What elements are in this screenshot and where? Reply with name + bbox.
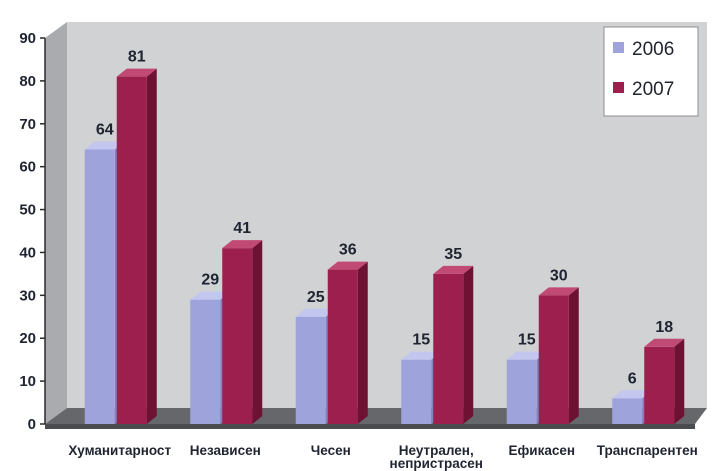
bar-2007-5 xyxy=(644,338,685,424)
y-tick-label: 40 xyxy=(19,244,36,261)
y-tick-label: 30 xyxy=(19,287,36,304)
value-label-2007-3: 35 xyxy=(444,246,462,263)
labels: 64 81 Хуманитарност 29 41 Независен 25 36 Чесен 1… xyxy=(68,49,697,471)
legend-label-2007: 2007 xyxy=(632,79,674,100)
value-label-2006-5: 6 xyxy=(628,370,637,387)
bar-2007-1 xyxy=(222,240,263,424)
y-axis: 0 10 20 30 40 50 60 70 80 90 xyxy=(19,30,46,433)
value-label-2007-1: 41 xyxy=(233,220,251,237)
bar-2007-3 xyxy=(433,265,474,424)
value-label-2007-4: 30 xyxy=(550,267,568,284)
value-label-2007-2: 36 xyxy=(339,242,357,259)
category-label-3: Неутрален, непристрасен xyxy=(390,443,483,471)
value-label-2006-0: 64 xyxy=(96,122,114,139)
bars xyxy=(84,68,685,424)
y-tick-label: 0 xyxy=(28,416,36,433)
category-label-4: Ефикасен xyxy=(508,443,575,458)
side-wall xyxy=(45,22,67,424)
value-label-2006-1: 29 xyxy=(201,272,219,289)
value-label-2006-2: 25 xyxy=(307,289,325,306)
bar-2007-4 xyxy=(538,287,579,424)
legend-label-2006: 2006 xyxy=(632,39,674,60)
y-tick-label: 80 xyxy=(19,73,36,90)
bar-2007-2 xyxy=(327,261,368,424)
category-label-5: Транспарентен xyxy=(597,443,698,458)
y-tick-label: 60 xyxy=(19,159,36,176)
legend-swatch-2007 xyxy=(613,82,624,93)
value-label-2006-4: 15 xyxy=(518,332,536,349)
y-tick-label: 70 xyxy=(19,116,36,133)
value-label-2007-0: 81 xyxy=(128,49,146,66)
y-tick-label: 10 xyxy=(19,373,36,390)
bar-2007-0 xyxy=(116,68,157,424)
value-label-2007-5: 18 xyxy=(655,319,673,336)
legend-swatch-2006 xyxy=(613,42,624,53)
y-tick-label: 20 xyxy=(19,330,36,347)
y-tick-label: 50 xyxy=(19,202,36,219)
category-label-2: Чесен xyxy=(311,443,351,458)
y-tick-label: 90 xyxy=(19,30,36,47)
legend-box: 2006 2007 xyxy=(603,26,699,117)
legend: 2006 2007 xyxy=(603,26,699,117)
value-label-2006-3: 15 xyxy=(412,332,430,349)
chart-floor-edge xyxy=(45,424,695,429)
category-label-0: Хуманитарност xyxy=(68,443,171,458)
category-label-1: Независен xyxy=(190,443,261,458)
